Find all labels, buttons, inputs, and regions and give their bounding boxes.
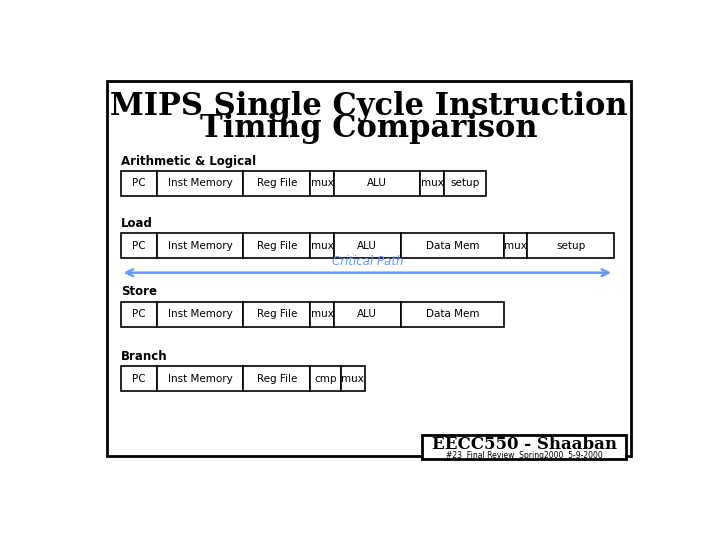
Text: setup: setup: [450, 178, 480, 188]
Bar: [157, 302, 243, 327]
Text: setup: setup: [556, 241, 585, 251]
Bar: [243, 366, 310, 391]
Bar: [310, 171, 334, 196]
Bar: [420, 171, 444, 196]
Text: Load: Load: [121, 217, 153, 230]
Bar: [157, 171, 243, 196]
Bar: [310, 366, 341, 391]
Text: EECC550 - Shaaban: EECC550 - Shaaban: [431, 436, 616, 453]
Text: mux: mux: [341, 374, 364, 384]
Bar: [121, 233, 157, 258]
Bar: [444, 171, 485, 196]
Bar: [341, 366, 364, 391]
Text: PC: PC: [132, 241, 145, 251]
Text: mux: mux: [311, 241, 333, 251]
Text: PC: PC: [132, 309, 145, 319]
Text: mux: mux: [311, 309, 333, 319]
Text: Critical Path: Critical Path: [332, 255, 403, 268]
Text: #23  Final Review  Spring2000  5-9-2000: #23 Final Review Spring2000 5-9-2000: [446, 451, 603, 460]
Bar: [243, 302, 310, 327]
Text: Inst Memory: Inst Memory: [168, 309, 233, 319]
Text: ALU: ALU: [357, 309, 377, 319]
Text: Data Mem: Data Mem: [426, 241, 480, 251]
Text: Reg File: Reg File: [257, 374, 297, 384]
Bar: [121, 171, 157, 196]
Text: MIPS Single Cycle Instruction: MIPS Single Cycle Instruction: [110, 91, 628, 122]
Bar: [422, 435, 626, 459]
Text: Branch: Branch: [121, 350, 167, 363]
Text: mux: mux: [504, 241, 527, 251]
Text: Reg File: Reg File: [257, 309, 297, 319]
Bar: [401, 302, 504, 327]
Bar: [401, 233, 504, 258]
Bar: [334, 233, 401, 258]
Text: Arithmetic & Logical: Arithmetic & Logical: [121, 154, 256, 167]
Text: mux: mux: [420, 178, 444, 188]
Text: Store: Store: [121, 286, 157, 299]
Text: ALU: ALU: [367, 178, 387, 188]
Text: Inst Memory: Inst Memory: [168, 374, 233, 384]
Text: Timing Comparison: Timing Comparison: [200, 112, 538, 144]
Bar: [310, 233, 334, 258]
Text: PC: PC: [132, 374, 145, 384]
Text: Reg File: Reg File: [257, 241, 297, 251]
Bar: [310, 302, 334, 327]
Bar: [528, 233, 614, 258]
Text: cmp: cmp: [315, 374, 337, 384]
Text: Inst Memory: Inst Memory: [168, 241, 233, 251]
Text: Data Mem: Data Mem: [426, 309, 480, 319]
Bar: [157, 366, 243, 391]
Bar: [157, 233, 243, 258]
Text: Reg File: Reg File: [257, 178, 297, 188]
Bar: [504, 233, 528, 258]
Bar: [243, 233, 310, 258]
Bar: [121, 366, 157, 391]
Text: Inst Memory: Inst Memory: [168, 178, 233, 188]
Text: ALU: ALU: [357, 241, 377, 251]
Bar: [334, 171, 420, 196]
Bar: [243, 171, 310, 196]
Bar: [334, 302, 401, 327]
Text: mux: mux: [311, 178, 333, 188]
Text: PC: PC: [132, 178, 145, 188]
Bar: [121, 302, 157, 327]
